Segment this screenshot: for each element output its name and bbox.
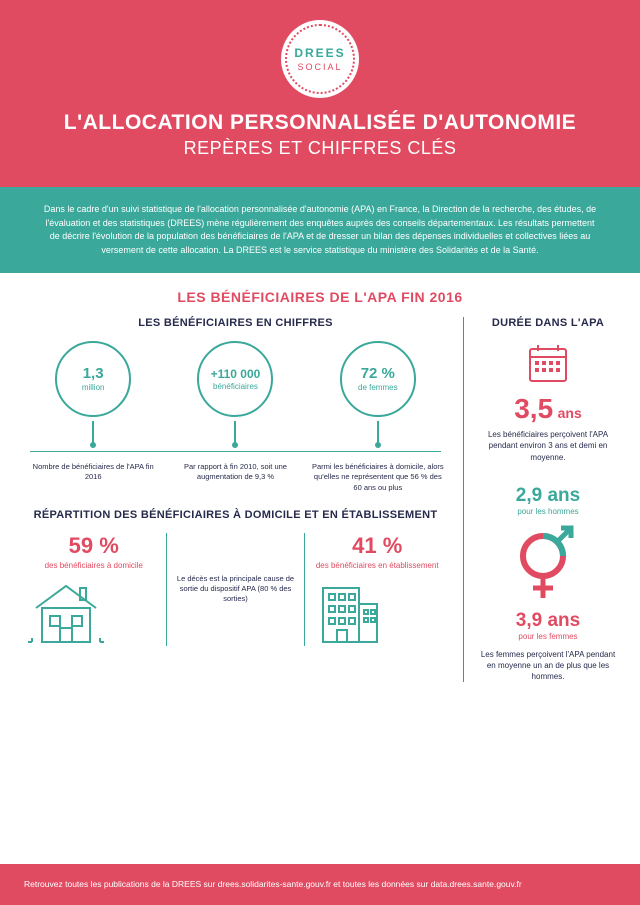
repartition-middle-note: Le décès est la principale cause de sort… — [166, 533, 306, 646]
repartition-home: 59 % des bénéficiaires à domicile — [22, 533, 166, 646]
connector-line — [92, 421, 94, 445]
duree-note: Les femmes perçoivent l'APA pendant en m… — [478, 649, 618, 683]
stat-unit: bénéficiaires — [213, 382, 258, 391]
stat-col-3: 72 % de femmes — [307, 341, 448, 445]
stat-value: +110 000 — [211, 368, 261, 380]
building-icon — [309, 580, 389, 646]
logo-line2: SOCIAL — [297, 62, 342, 72]
home-label: des bénéficiaires à domicile — [26, 561, 162, 570]
drees-logo: DREES SOCIAL — [285, 24, 355, 94]
subtitle: REPÈRES ET CHIFFRES CLÉS — [30, 138, 610, 159]
main-content: LES BÉNÉFICIAIRES EN CHIFFRES 1,3 millio… — [0, 317, 640, 682]
women-value: 3,9 ans — [478, 610, 618, 632]
duree-title: DURÉE DANS L'APA — [478, 317, 618, 329]
avg-unit: ans — [558, 405, 582, 421]
home-pct: 59 % — [26, 533, 162, 559]
stat-desc: Parmi les bénéficiaires à domicile, alor… — [307, 462, 448, 492]
estab-pct: 41 % — [309, 533, 445, 559]
footer: Retrouvez toutes les publications de la … — [0, 864, 640, 905]
logo-line1: DREES — [294, 46, 345, 60]
calendar-icon — [526, 341, 570, 385]
connector-line — [234, 421, 236, 445]
chiffres-title: LES BÉNÉFICIAIRES EN CHIFFRES — [22, 317, 449, 329]
stat-desc: Par rapport à fin 2010, soit une augment… — [165, 462, 306, 492]
section-title: LES BÉNÉFICIAIRES DE L'APA FIN 2016 — [0, 273, 640, 317]
right-column: DURÉE DANS L'APA 3,5 ans Les bénéficiair… — [463, 317, 618, 682]
stat-unit: million — [82, 383, 105, 392]
repartition-estab: 41 % des bénéficiaires en établissement — [305, 533, 449, 646]
avg-duration: 3,5 ans — [478, 393, 618, 425]
intro-paragraph: Dans le cadre d'un suivi statistique de … — [0, 187, 640, 273]
stat-col-1: 1,3 million — [23, 341, 164, 445]
men-label: pour les hommes — [478, 507, 618, 516]
estab-label: des bénéficiaires en établissement — [309, 561, 445, 570]
men-duration: 2,9 ans pour les hommes — [478, 485, 618, 516]
avg-value: 3,5 — [514, 393, 553, 424]
main-title: L'ALLOCATION PERSONNALISÉE D'AUTONOMIE — [30, 110, 610, 136]
stat-desc: Nombre de bénéficiaires de l'APA fin 201… — [23, 462, 164, 492]
connector-line — [377, 421, 379, 445]
stat-unit: de femmes — [358, 383, 398, 392]
avg-text: Les bénéficiaires perçoivent l'APA penda… — [478, 429, 618, 463]
stat-value: 1,3 — [83, 366, 104, 381]
stat-circles-row: 1,3 million +110 000 bénéficiaires 72 % — [22, 341, 449, 445]
stat-circle: +110 000 bénéficiaires — [197, 341, 273, 417]
stat-desc-row: Nombre de bénéficiaires de l'APA fin 201… — [22, 462, 449, 492]
stat-circle: 72 % de femmes — [340, 341, 416, 417]
stat-circle: 1,3 million — [55, 341, 131, 417]
stat-col-2: +110 000 bénéficiaires — [165, 341, 306, 445]
page: DREES SOCIAL L'ALLOCATION PERSONNALISÉE … — [0, 0, 640, 905]
horizontal-divider — [30, 451, 441, 452]
stat-value: 72 % — [361, 366, 395, 381]
left-column: LES BÉNÉFICIAIRES EN CHIFFRES 1,3 millio… — [22, 317, 463, 682]
repartition-row: 59 % des bénéficiaires à domicile — [22, 533, 449, 646]
women-duration: 3,9 ans pour les femmes — [478, 610, 618, 641]
header-block: DREES SOCIAL L'ALLOCATION PERSONNALISÉE … — [0, 0, 640, 187]
house-icon — [26, 580, 106, 646]
gender-icon — [513, 524, 583, 604]
men-value: 2,9 ans — [478, 485, 618, 507]
women-label: pour les femmes — [478, 632, 618, 641]
repartition-title: RÉPARTITION DES BÉNÉFICIAIRES À DOMICILE… — [22, 509, 449, 521]
